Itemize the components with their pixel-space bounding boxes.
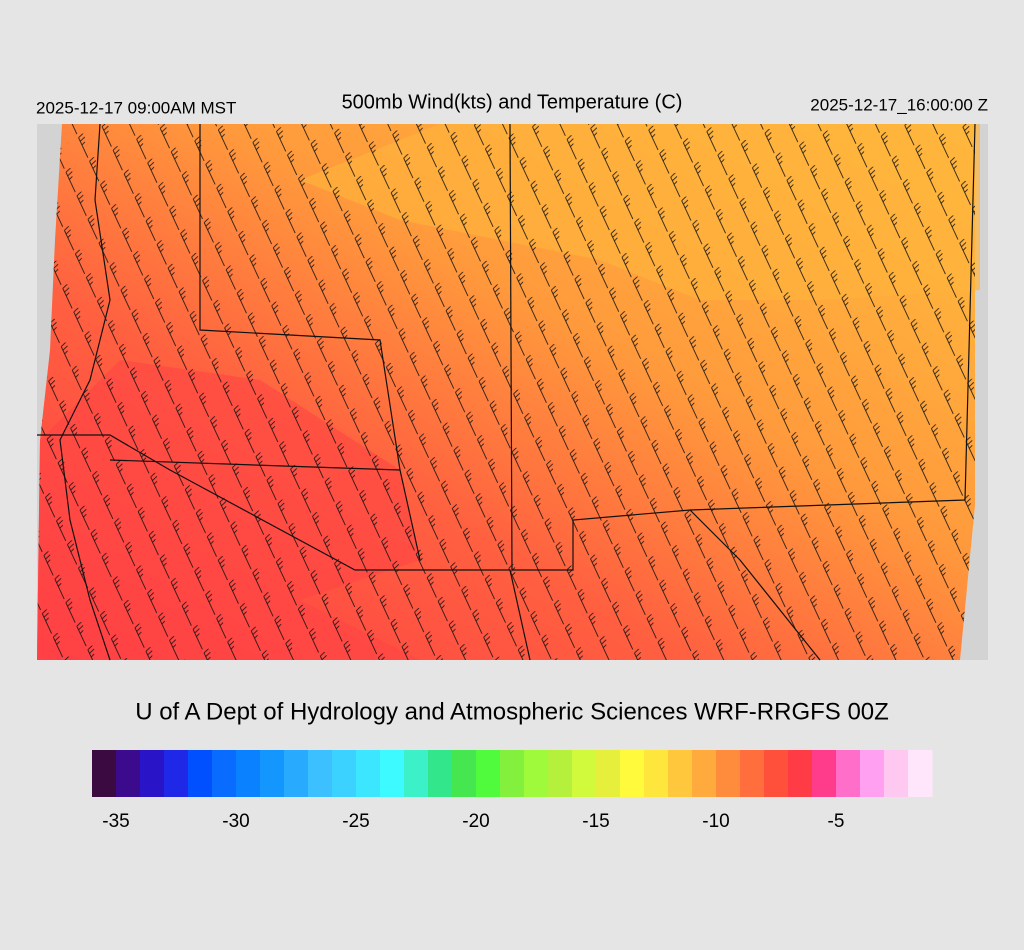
colorbar-swatch <box>428 750 453 797</box>
colorbar-swatch <box>308 750 333 797</box>
colorbar-swatch <box>140 750 165 797</box>
boundaries <box>37 123 976 661</box>
colorbar-swatch <box>548 750 573 797</box>
colorbar-swatch <box>788 750 813 797</box>
colorbar-swatch <box>740 750 765 797</box>
colorbar-tick-label: -15 <box>582 811 609 832</box>
colorbar-tick-label: -30 <box>222 811 249 832</box>
colorbar-swatch <box>332 750 357 797</box>
wind-barbs <box>37 124 975 660</box>
colorbar-swatch <box>116 750 141 797</box>
colorbar-swatch <box>236 750 261 797</box>
credit: U of A Dept of Hydrology and Atmospheric… <box>135 698 889 725</box>
map-title: 500mb Wind(kts) and Temperature (C) <box>342 91 683 113</box>
colorbar-swatch <box>668 750 693 797</box>
colorbar-swatch <box>644 750 669 797</box>
colorbar-swatch <box>524 750 549 797</box>
colorbar-swatch <box>620 750 645 797</box>
colorbar-swatch <box>188 750 213 797</box>
colorbar-swatch <box>596 750 621 797</box>
colorbar-tick-label: -5 <box>828 811 845 832</box>
colorbar-swatch <box>884 750 909 797</box>
colorbar-swatch <box>836 750 861 797</box>
colorbar: -35 -30 -25 -20 -15 -10 -5 <box>92 750 933 832</box>
colorbar-swatch <box>212 750 237 797</box>
left-time: 2025-12-17 09:00AM MST <box>36 98 236 117</box>
colorbar-swatch <box>284 750 309 797</box>
colorbar-swatch <box>260 750 285 797</box>
colorbar-swatch <box>452 750 477 797</box>
colorbar-swatch <box>476 750 501 797</box>
colorbar-swatch <box>908 750 933 797</box>
colorbar-tick-label: -25 <box>342 811 369 832</box>
colorbar-swatch <box>500 750 525 797</box>
colorbar-swatch <box>764 750 789 797</box>
colorbar-swatch <box>92 750 117 797</box>
colorbar-swatch <box>572 750 597 797</box>
colorbar-swatch <box>812 750 837 797</box>
colorbar-swatch <box>404 750 429 797</box>
colorbar-swatch <box>380 750 405 797</box>
colorbar-tick-label: -20 <box>462 811 489 832</box>
colorbar-swatch <box>716 750 741 797</box>
right-time: 2025-12-17_16:00:00 Z <box>810 95 988 114</box>
colorbar-tick-label: -10 <box>702 811 729 832</box>
colorbar-swatch <box>356 750 381 797</box>
colorbar-swatch <box>692 750 717 797</box>
colorbar-tick-label: -35 <box>102 811 129 832</box>
colorbar-swatch <box>860 750 885 797</box>
colorbar-swatch <box>164 750 189 797</box>
